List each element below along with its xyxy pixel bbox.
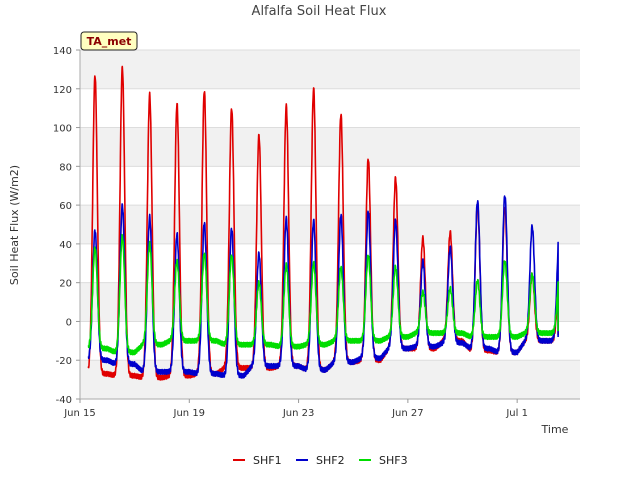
series-line-shf2 — [87, 195, 559, 379]
y-tick-label: 60 — [59, 201, 72, 212]
y-tick-label: -20 — [56, 356, 72, 367]
annotation-badge: TA_met — [80, 31, 138, 51]
y-tick-label: -40 — [56, 395, 72, 406]
x-axis-label: Time — [541, 423, 569, 436]
y-tick-labels: -40 -20 0 20 40 60 80 100 120 140 — [53, 46, 80, 406]
x-tick-label: Jun 27 — [391, 408, 424, 419]
series-lines — [87, 65, 559, 381]
plot-band — [80, 282, 580, 322]
y-tick-label: 0 — [66, 317, 72, 328]
x-tick-label: Jun 19 — [173, 408, 206, 419]
legend-label-shf1: SHF1 — [253, 454, 282, 467]
x-tick-label: Jun 23 — [282, 408, 315, 419]
x-tick-label: Jul 1 — [505, 408, 528, 419]
x-tick-labels: Jun 15 Jun 19 Jun 23 Jun 27 Jul 1 — [63, 399, 528, 419]
plot-background — [80, 50, 580, 399]
y-axis-label: Soil Heat Flux (W/m2) — [8, 165, 21, 285]
plot-band — [80, 127, 580, 167]
y-tick-label: 80 — [59, 162, 72, 173]
annotation-badge-text: TA_met — [87, 35, 132, 48]
y-tick-label: 20 — [59, 279, 72, 290]
legend-label-shf2: SHF2 — [316, 454, 345, 467]
legend: SHF1 SHF2 SHF3 — [233, 454, 408, 467]
axes — [79, 50, 580, 400]
annotation-badge-box — [80, 31, 138, 51]
plot-band — [80, 205, 580, 244]
x-tick-label: Jun 15 — [63, 408, 96, 419]
y-tick-label: 140 — [53, 46, 72, 57]
y-tick-label: 40 — [59, 240, 72, 251]
plot-band — [80, 50, 580, 89]
y-tick-label: 120 — [53, 85, 72, 96]
legend-label-shf3: SHF3 — [379, 454, 408, 467]
y-tick-label: 100 — [53, 124, 72, 135]
series-line-shf3 — [87, 233, 559, 356]
chart-title: Alfalfa Soil Heat Flux — [252, 4, 387, 19]
